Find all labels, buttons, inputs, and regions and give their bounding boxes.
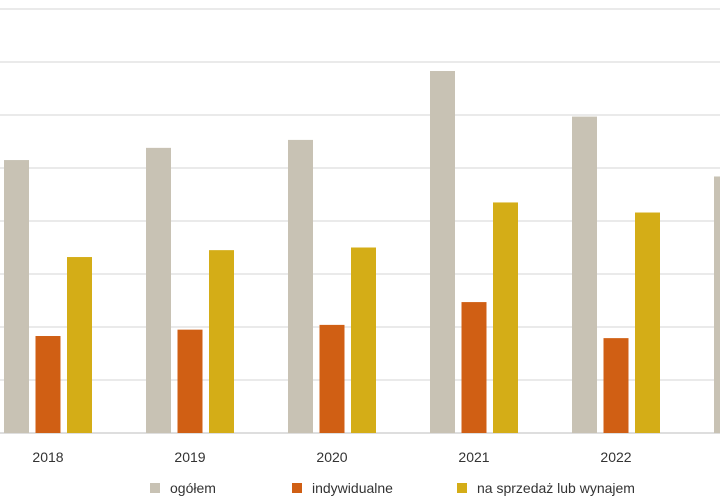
legend: ogółem indywidualne na sprzedaż lub wyna… [0,480,720,500]
bar-2020-series-1 [319,324,345,433]
legend-swatch-total [150,483,160,493]
bars [4,71,720,434]
legend-label-for-sale-or-rent: na sprzedaż lub wynajem [477,480,635,496]
x-tick-label: 2022 [600,449,631,465]
bar-2018-series-2 [67,257,92,433]
gridlines [0,8,720,434]
legend-label-total: ogółem [170,480,216,496]
x-tick-label: 2020 [316,449,347,465]
bar-2020-series-0 [288,139,313,433]
bar-2022-series-1 [603,338,629,433]
bar-2018-series-0 [4,160,29,434]
x-tick-label: 2018 [32,449,63,465]
bar-2018-series-1 [35,336,61,433]
bar-2023-series-0 [714,176,720,434]
bar-2019-series-2 [209,250,234,433]
legend-item-total: ogółem [150,480,216,496]
bar-2019-series-1 [177,329,203,433]
bar-2022-series-0 [572,116,597,433]
x-tick-label: 2021 [458,449,489,465]
bar-2022-series-2 [635,212,660,433]
bar-2019-series-0 [146,147,171,434]
bar-2020-series-2 [351,247,376,433]
legend-label-individual: indywidualne [312,480,393,496]
legend-swatch-for-sale-or-rent [457,483,467,493]
legend-item-for-sale-or-rent: na sprzedaż lub wynajem [457,480,635,496]
legend-item-individual: indywidualne [292,480,393,496]
x-tick-label: 2019 [174,449,205,465]
bar-2021-series-0 [430,71,455,433]
bar-2021-series-1 [461,302,487,433]
bar-2021-series-2 [493,202,518,433]
x-axis-ticks: 2018 2019 2020 2021 2022 [32,449,631,465]
legend-swatch-individual [292,483,302,493]
